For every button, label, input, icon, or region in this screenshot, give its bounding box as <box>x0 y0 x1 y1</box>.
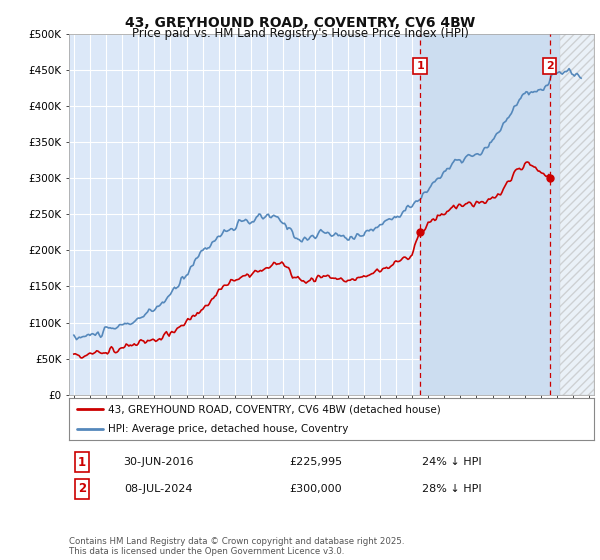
Text: 1: 1 <box>78 455 86 469</box>
Text: HPI: Average price, detached house, Coventry: HPI: Average price, detached house, Cove… <box>109 424 349 434</box>
Text: 28% ↓ HPI: 28% ↓ HPI <box>422 484 482 494</box>
Text: 43, GREYHOUND ROAD, COVENTRY, CV6 4BW (detached house): 43, GREYHOUND ROAD, COVENTRY, CV6 4BW (d… <box>109 404 441 414</box>
Text: 30-JUN-2016: 30-JUN-2016 <box>123 457 193 467</box>
Text: 2: 2 <box>545 61 553 71</box>
Bar <box>420 34 594 395</box>
Text: £225,995: £225,995 <box>289 457 343 467</box>
Text: 2: 2 <box>78 482 86 496</box>
Text: 24% ↓ HPI: 24% ↓ HPI <box>422 457 482 467</box>
Text: Price paid vs. HM Land Registry's House Price Index (HPI): Price paid vs. HM Land Registry's House … <box>131 27 469 40</box>
Text: £300,000: £300,000 <box>289 484 342 494</box>
Text: 43, GREYHOUND ROAD, COVENTRY, CV6 4BW: 43, GREYHOUND ROAD, COVENTRY, CV6 4BW <box>125 16 475 30</box>
Text: 1: 1 <box>416 61 424 71</box>
Text: 08-JUL-2024: 08-JUL-2024 <box>124 484 193 494</box>
Text: Contains HM Land Registry data © Crown copyright and database right 2025.
This d: Contains HM Land Registry data © Crown c… <box>69 536 404 556</box>
